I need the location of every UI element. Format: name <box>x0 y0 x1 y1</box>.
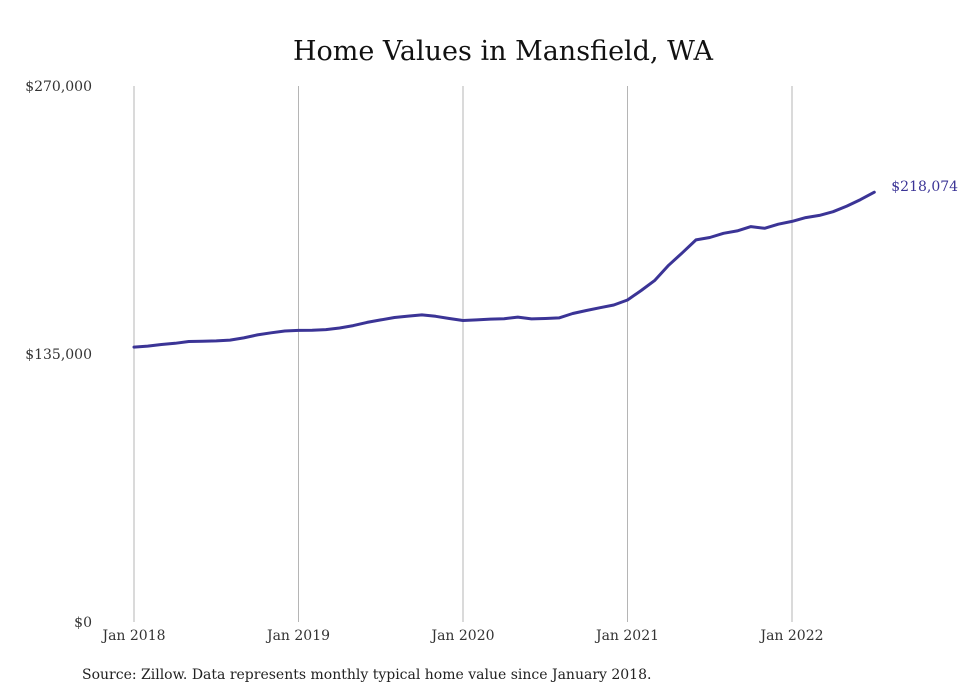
y-tick-label: $135,000 <box>25 347 92 363</box>
x-tick-label: Jan 2021 <box>594 628 659 644</box>
end-value-label: $218,074 <box>891 179 958 195</box>
x-tick-label: Jan 2020 <box>429 628 494 644</box>
series-layer <box>132 190 876 349</box>
chart-title: Home Values in Mansfield, WA <box>293 36 714 67</box>
x-tick-label: Jan 2018 <box>100 628 165 644</box>
series-line <box>132 190 876 349</box>
y-tick-label: $270,000 <box>25 79 92 95</box>
x-tick-label: Jan 2019 <box>265 628 330 644</box>
y-tick-label: $0 <box>74 615 92 631</box>
grid-lines <box>133 86 793 622</box>
x-axis: Jan 2018 Jan 2019 Jan 2020 Jan 2021 Jan 2022 <box>100 628 823 644</box>
source-note: Source: Zillow. Data represents monthly … <box>82 667 652 683</box>
y-axis: $0 $135,000 $270,000 <box>25 79 92 631</box>
x-tick-label: Jan 2022 <box>758 628 823 644</box>
